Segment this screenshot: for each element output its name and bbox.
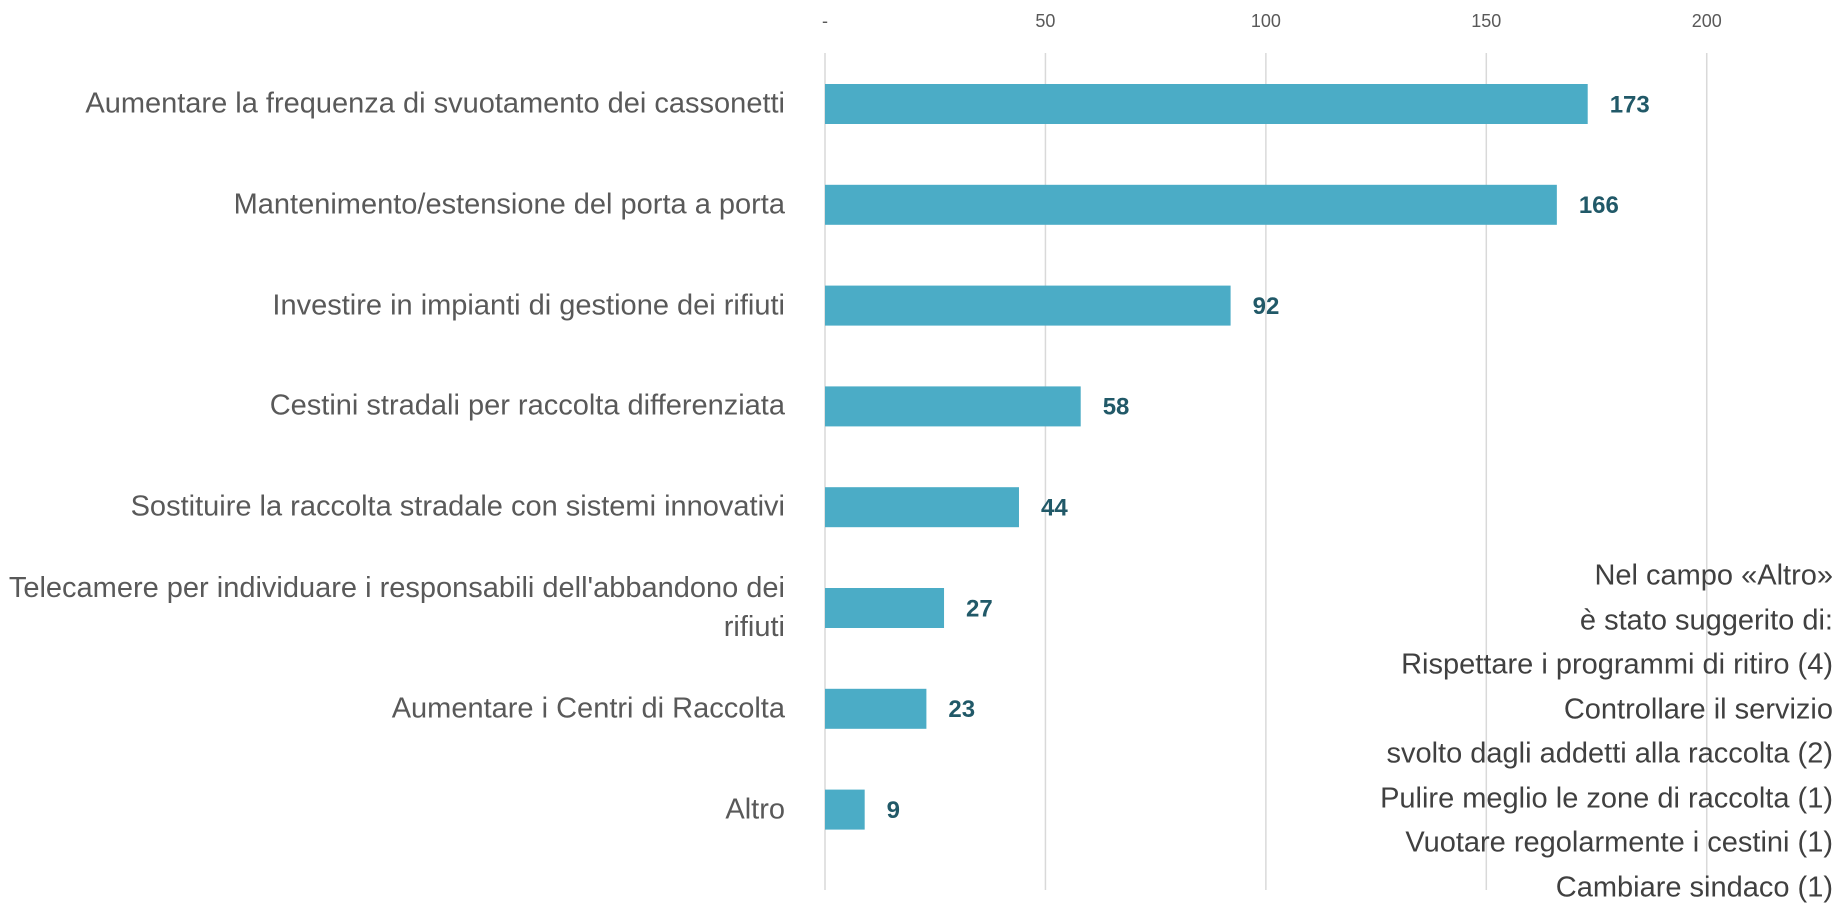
x-tick-label: - — [822, 11, 828, 31]
category-label: Cestini stradali per raccolta differenzi… — [269, 389, 785, 422]
bar — [825, 285, 1231, 326]
data-label: 23 — [948, 696, 975, 723]
annotation-line: Nel campo «Altro» — [1594, 559, 1833, 592]
data-label: 9 — [887, 797, 900, 824]
bar — [825, 487, 1019, 528]
annotation-line: Controllare il servizio — [1563, 693, 1833, 725]
category-label: Sostituire la raccolta stradale con sist… — [130, 490, 785, 523]
category-label: Aumentare la frequenza di svuotamento de… — [85, 87, 785, 120]
annotation-line: Vuotare regolarmente i cestini (1) — [1405, 826, 1833, 859]
category-label: Investire in impianti di gestione dei ri… — [272, 289, 785, 322]
annotation-line: Pulire meglio le zone di raccolta (1) — [1380, 782, 1833, 814]
x-tick-label: 100 — [1251, 11, 1281, 31]
data-label: 27 — [966, 595, 993, 622]
annotation-line: svolto dagli addetti alla raccolta (2) — [1386, 737, 1833, 770]
bar — [825, 789, 865, 830]
annotation-line: Cambiare sindaco (1) — [1555, 871, 1833, 903]
bar — [825, 588, 945, 628]
data-label: 173 — [1610, 91, 1650, 118]
category-label: Altro — [725, 793, 785, 826]
bar — [825, 84, 1588, 124]
category-label: Telecamere per individuare i responsabil… — [8, 571, 785, 643]
x-tick-label: 150 — [1471, 11, 1501, 31]
x-tick-label: 50 — [1035, 11, 1055, 31]
data-label: 166 — [1579, 192, 1619, 219]
x-tick-label: 200 — [1692, 11, 1722, 31]
category-label: Aumentare i Centri di Raccolta — [391, 692, 785, 725]
data-label: 44 — [1041, 495, 1068, 522]
bar — [825, 688, 927, 729]
data-label: 58 — [1103, 394, 1130, 421]
annotation-line: Rispettare i programmi di ritiro (4) — [1401, 648, 1833, 681]
bar — [825, 386, 1081, 427]
category-label: Mantenimento/estensione del porta a port… — [233, 188, 785, 221]
data-label: 92 — [1253, 293, 1280, 320]
annotation-line: è stato suggerito di: — [1579, 604, 1833, 636]
bar — [825, 184, 1557, 225]
